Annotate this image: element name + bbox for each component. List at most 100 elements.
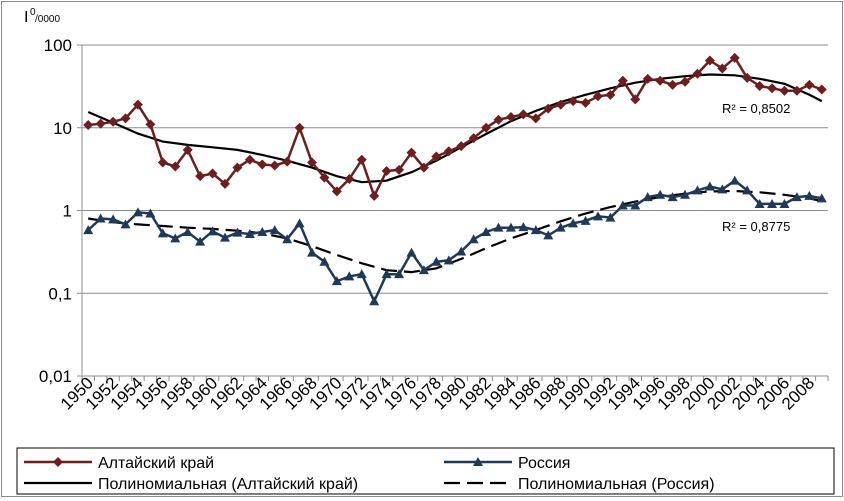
data-point-altai (157, 157, 168, 168)
data-point-russia (505, 222, 516, 232)
data-point-russia (83, 225, 94, 235)
data-point-russia (530, 225, 541, 235)
data-point-russia (182, 226, 193, 236)
data-point-russia (431, 256, 442, 266)
data-point-altai (381, 166, 392, 177)
legend-trendline-label-altai: Полиномиальная (Алтайский край) (98, 476, 358, 493)
data-point-russia (331, 276, 342, 286)
y-tick-label: 0,01 (39, 367, 72, 386)
data-point-altai (630, 94, 641, 105)
data-point-altai (294, 122, 305, 133)
data-point-altai (207, 168, 218, 179)
y-axis-label-superscript: 0 (30, 7, 36, 18)
data-point-russia (456, 246, 467, 256)
x-axis: 1950195219541956195819601962196419661968… (57, 373, 829, 414)
data-point-altai (543, 103, 554, 114)
data-point-altai (655, 75, 666, 86)
data-point-altai (605, 89, 616, 100)
data-point-russia (816, 193, 827, 203)
trendline-russia (88, 189, 823, 274)
data-point-altai (767, 83, 778, 94)
data-point-russia (406, 247, 417, 257)
data-point-altai (717, 63, 728, 74)
data-point-altai (729, 52, 740, 63)
data-point-russia (170, 233, 181, 243)
data-point-russia (282, 234, 293, 244)
y-axis-label-subscript: /0000 (35, 14, 60, 25)
data-point-russia (132, 207, 143, 217)
legend-marker-altai (53, 457, 63, 467)
data-point-altai (244, 154, 255, 165)
data-point-russia (680, 189, 691, 199)
data-point-altai (642, 73, 653, 84)
data-point-russia (779, 198, 790, 208)
data-point-altai (431, 151, 442, 162)
data-point-altai (816, 84, 827, 95)
data-point-altai (319, 172, 330, 183)
y-tick-label: 10 (53, 119, 72, 138)
data-point-russia (356, 269, 367, 279)
r2-label-altai: R² = 0,8502 (722, 101, 790, 116)
y-tick-label: 1 (63, 202, 72, 221)
data-point-altai (170, 161, 181, 172)
data-point-russia (555, 222, 566, 232)
data-point-altai (692, 68, 703, 79)
y-axis-label-main: I (24, 9, 28, 26)
data-point-russia (804, 190, 815, 200)
data-point-altai (182, 144, 193, 155)
data-point-altai (83, 119, 94, 130)
data-point-altai (394, 164, 405, 175)
data-point-russia (518, 222, 529, 232)
y-axis-label: I 0 /0000 (24, 7, 60, 26)
data-point-russia (195, 236, 206, 246)
data-point-russia (642, 192, 653, 202)
data-point-russia (294, 218, 305, 228)
data-point-russia (667, 192, 678, 202)
data-point-altai (617, 75, 628, 86)
data-point-russia (493, 222, 504, 232)
data-point-russia (543, 230, 554, 240)
data-point-russia (704, 181, 715, 191)
data-point-russia (394, 269, 405, 279)
data-point-altai (530, 113, 541, 124)
data-point-altai (132, 99, 143, 110)
data-point-altai (505, 111, 516, 122)
legend-marker-russia (473, 457, 483, 466)
data-point-altai (468, 133, 479, 144)
data-point-altai (282, 156, 293, 167)
data-point-russia (617, 200, 628, 210)
data-point-russia (120, 219, 131, 229)
data-point-altai (356, 154, 367, 165)
data-point-russia (108, 214, 119, 224)
data-point-altai (95, 118, 106, 129)
data-point-altai (145, 119, 156, 130)
data-point-russia (791, 192, 802, 202)
data-point-altai (307, 157, 318, 168)
data-point-altai (804, 79, 815, 90)
data-point-altai (592, 91, 603, 102)
gridlines (82, 44, 828, 377)
legend: Алтайский край Россия Полиномиальная (Алта… (16, 447, 835, 495)
data-point-russia (742, 185, 753, 195)
data-point-russia (592, 211, 603, 221)
data-point-altai (481, 122, 492, 133)
data-point-altai (754, 80, 765, 91)
data-point-russia (157, 228, 168, 238)
data-point-russia (754, 198, 765, 208)
data-point-altai (195, 171, 206, 182)
data-point-russia (369, 296, 380, 306)
data-point-altai (108, 116, 119, 127)
legend-box (16, 447, 835, 495)
data-point-altai (331, 186, 342, 197)
data-point-altai (456, 141, 467, 152)
data-point-altai (369, 190, 380, 201)
data-point-russia (307, 247, 318, 257)
data-point-russia (468, 234, 479, 244)
data-point-russia (207, 226, 218, 236)
data-point-altai (269, 160, 280, 171)
data-point-altai (742, 72, 753, 83)
data-point-altai (219, 178, 230, 189)
data-point-russia (692, 185, 703, 195)
